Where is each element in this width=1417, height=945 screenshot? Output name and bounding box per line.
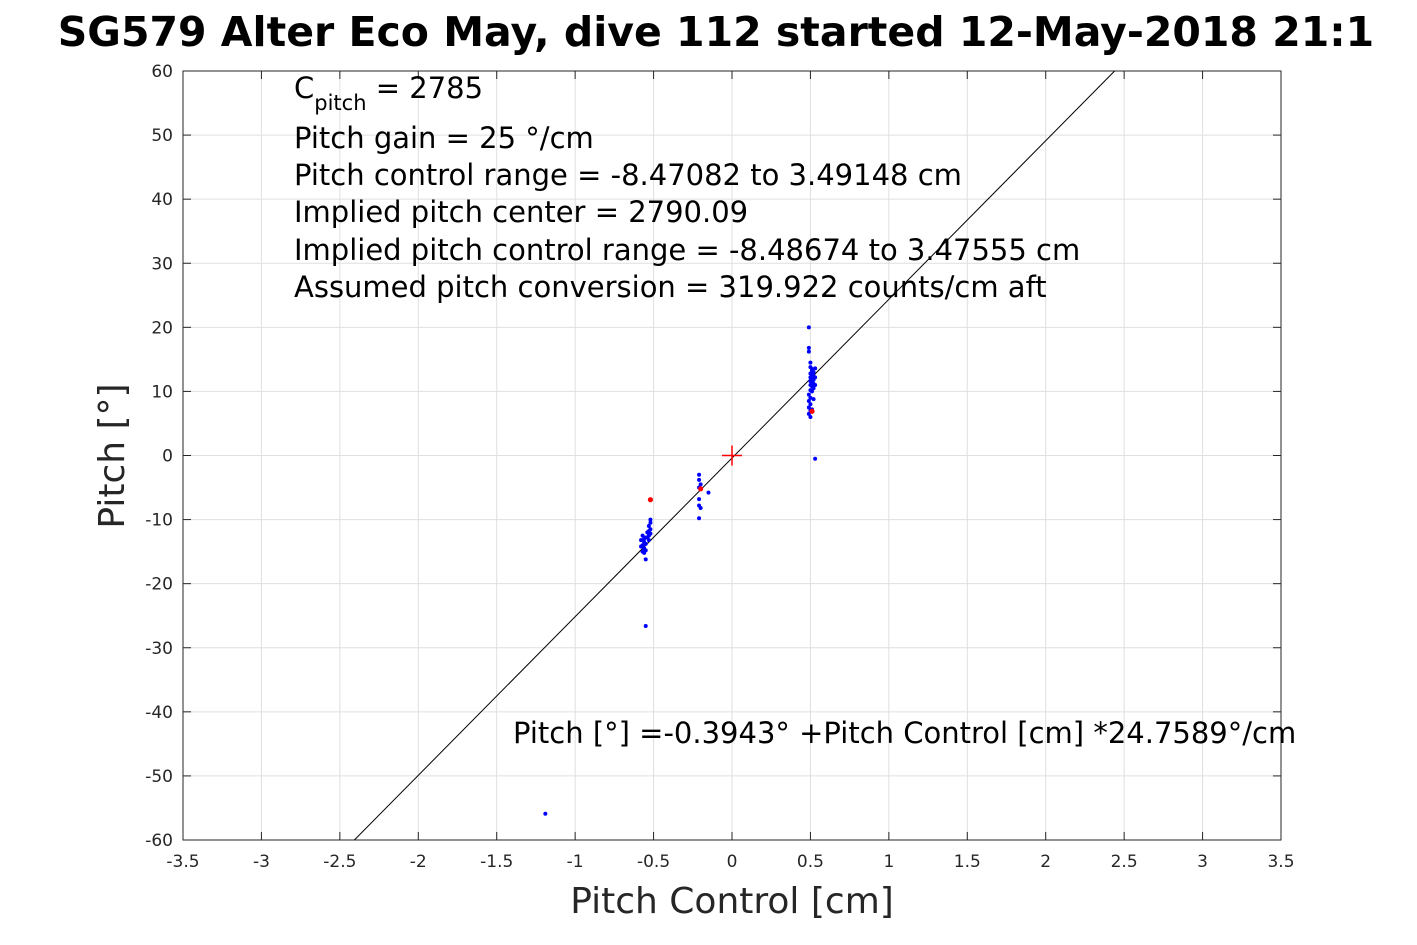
data-point-blue (811, 397, 816, 402)
y-tick-label: -20 (145, 575, 173, 595)
data-point-blue (697, 472, 702, 477)
axes: -3.5 -3 -2.5 -2 -1.5 -1 -0.5 0 0.5 1 1.5 2 2.5 3 3.5 60… (145, 62, 1294, 872)
y-tick-label: -50 (145, 767, 173, 787)
data-point-blue (813, 456, 818, 461)
data-point-red (809, 408, 815, 414)
x-tick-label: -2.5 (323, 852, 356, 872)
y-tick-label: 0 (162, 447, 173, 467)
data-point-blue (643, 541, 648, 546)
x-tick-label: -3.5 (166, 852, 199, 872)
x-tick-label: -1 (567, 852, 584, 872)
x-tick-label: -0.5 (637, 852, 670, 872)
data-point-blue (808, 415, 813, 420)
x-tick-label: 1.5 (954, 852, 981, 872)
y-tick-label: -60 (145, 831, 173, 851)
axes-frame (182, 70, 1282, 841)
data-point-blue (813, 366, 818, 371)
c-pitch-value: = 2785 (367, 71, 484, 105)
data-point-blue (642, 536, 647, 541)
x-tick-label: 1 (883, 852, 894, 872)
x-tick-label: -2 (410, 852, 427, 872)
data-points (543, 325, 818, 816)
data-point-blue (648, 517, 653, 522)
data-point-blue (806, 345, 811, 350)
data-point-red (698, 486, 704, 492)
data-point-blue (806, 411, 811, 416)
chart-title: SG579 Alter Eco May, dive 112 started 12… (58, 8, 1374, 56)
x-tick-label: 2.5 (1111, 852, 1138, 872)
x-axis-label: Pitch Control [cm] (570, 881, 894, 922)
data-point-blue (808, 402, 813, 407)
x-tick-label: 3 (1197, 852, 1208, 872)
control-range-annotation: Pitch control range = -8.47082 to 3.4914… (294, 158, 962, 192)
data-point-blue (639, 544, 644, 549)
data-point-blue (698, 482, 703, 487)
conversion-annotation: Assumed pitch conversion = 319.922 count… (294, 270, 1047, 304)
implied-center-annotation: Implied pitch center = 2790.09 (294, 195, 748, 229)
c-pitch-base: C (294, 71, 314, 105)
center-marker-layer (722, 445, 742, 466)
data-point-blue (640, 533, 645, 538)
y-tick-label: 20 (151, 318, 173, 338)
y-tick-label: 40 (151, 190, 173, 210)
data-point-blue (706, 490, 711, 495)
data-point-blue (697, 477, 702, 482)
calibration-annotations: Cpitch = 2785 Pitch gain = 25 °/cm Pitch… (294, 71, 1080, 304)
c-pitch-subscript: pitch (314, 91, 366, 115)
data-point-blue (643, 557, 648, 562)
data-point-blue (648, 520, 653, 525)
data-point-blue (697, 497, 702, 502)
x-tick-label: 2 (1040, 852, 1051, 872)
y-tick-label: 60 (151, 62, 173, 82)
fit-equation: Pitch [°] =-0.3943° +Pitch Control [cm] … (513, 716, 1296, 750)
data-point-blue (639, 538, 644, 543)
data-point-blue (543, 811, 548, 816)
data-point-blue (645, 530, 650, 535)
x-tick-label: -1.5 (480, 852, 513, 872)
y-tick-label: -30 (145, 639, 173, 659)
data-point-blue (806, 405, 811, 410)
data-point-blue (813, 375, 818, 380)
y-tick-label: -10 (145, 511, 173, 531)
data-point-blue (646, 523, 651, 528)
data-point-blue (806, 325, 811, 330)
data-point-blue (806, 399, 811, 404)
x-tick-label: 3.5 (1267, 852, 1294, 872)
data-point-blue (811, 386, 816, 391)
center-plus-marker (722, 445, 742, 466)
y-tick-label: -40 (145, 703, 173, 723)
data-point-blue (813, 383, 818, 388)
data-point-blue (806, 392, 811, 397)
implied-range-annotation: Implied pitch control range = -8.48674 t… (294, 233, 1080, 267)
data-point-blue (806, 349, 811, 354)
y-axis-label: Pitch [°] (92, 383, 133, 528)
data-point-blue (642, 550, 647, 555)
y-tick-label: 30 (151, 254, 173, 274)
pitch-gain-annotation: Pitch gain = 25 °/cm (294, 121, 594, 155)
y-tick-label: 10 (151, 382, 173, 402)
data-point-blue (809, 389, 814, 394)
x-tick-label: 0.5 (797, 852, 824, 872)
x-tick-label: 0 (727, 852, 738, 872)
data-point-blue (808, 395, 813, 400)
data-point-blue (698, 506, 703, 511)
y-tick-label: 50 (151, 126, 173, 146)
data-point-blue (697, 516, 702, 521)
x-tick-label: -3 (253, 852, 270, 872)
data-point-blue (808, 360, 813, 365)
data-point-blue (646, 538, 651, 543)
data-point-red (647, 497, 654, 503)
c-pitch-annotation: Cpitch = 2785 (294, 71, 483, 115)
data-point-blue (643, 623, 648, 628)
